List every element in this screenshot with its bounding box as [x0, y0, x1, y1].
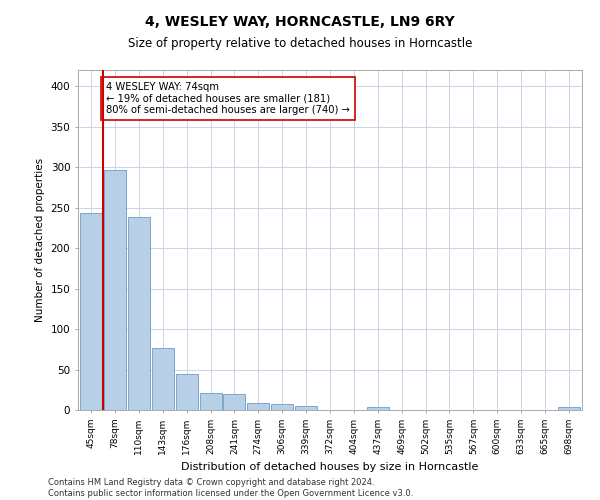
Text: Contains HM Land Registry data © Crown copyright and database right 2024.
Contai: Contains HM Land Registry data © Crown c… [48, 478, 413, 498]
Bar [80, 214, 102, 410]
X-axis label: Distribution of detached houses by size in Horncastle: Distribution of detached houses by size … [181, 462, 479, 472]
Text: 4, WESLEY WAY, HORNCASTLE, LN9 6RY: 4, WESLEY WAY, HORNCASTLE, LN9 6RY [145, 15, 455, 29]
Bar [271, 404, 293, 410]
Bar [152, 348, 174, 410]
Bar [558, 407, 580, 410]
Bar [104, 170, 126, 410]
Bar [367, 407, 389, 410]
Text: Size of property relative to detached houses in Horncastle: Size of property relative to detached ho… [128, 38, 472, 51]
Text: 4 WESLEY WAY: 74sqm
← 19% of detached houses are smaller (181)
80% of semi-detac: 4 WESLEY WAY: 74sqm ← 19% of detached ho… [106, 82, 350, 116]
Bar [128, 218, 150, 410]
Bar [247, 402, 269, 410]
Bar [200, 393, 221, 410]
Bar [176, 374, 197, 410]
Bar [295, 406, 317, 410]
Bar [223, 394, 245, 410]
Y-axis label: Number of detached properties: Number of detached properties [35, 158, 45, 322]
